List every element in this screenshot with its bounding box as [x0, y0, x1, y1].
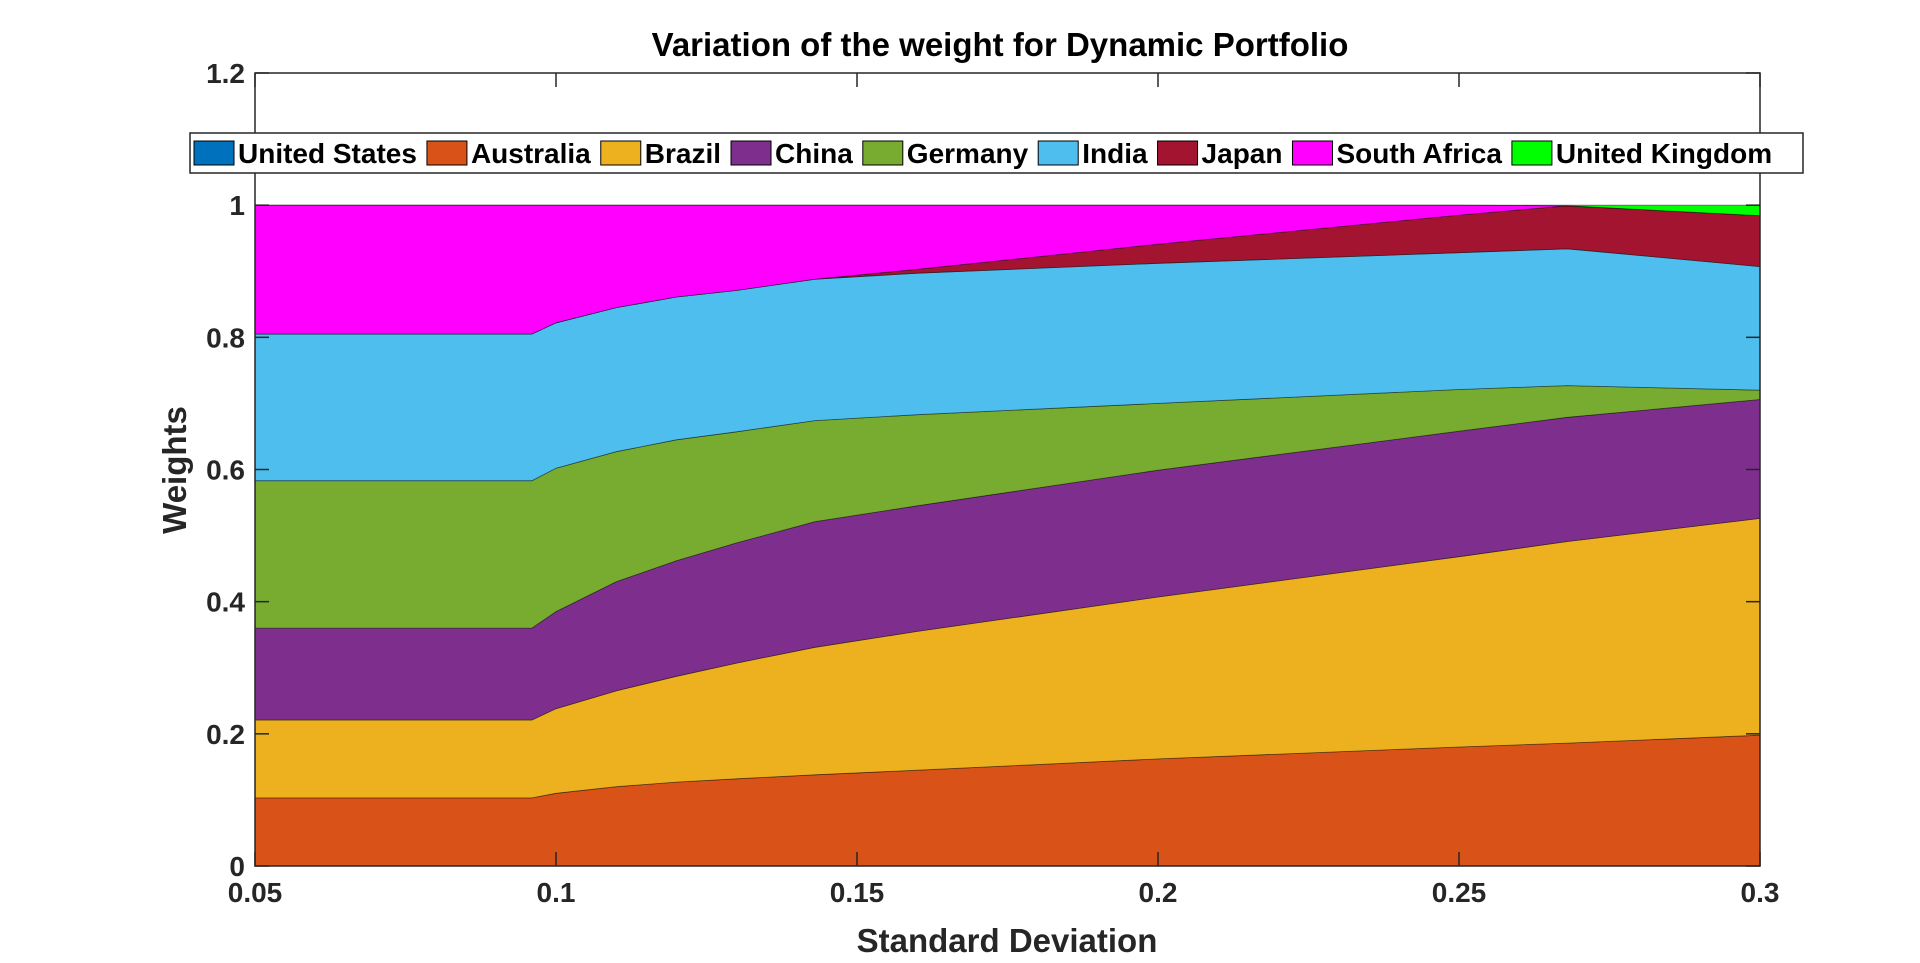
legend-item-germany[interactable]: Germany — [862, 138, 1029, 169]
legend-item-brazil[interactable]: Brazil — [600, 138, 721, 169]
x-tick-label: 0.1 — [537, 877, 576, 908]
y-tick-label: 1.2 — [206, 58, 245, 89]
y-tick-label: 0.2 — [206, 719, 245, 750]
y-axis-title: Weights — [156, 406, 193, 534]
legend-swatch — [1291, 140, 1333, 166]
legend[interactable]: United States Australia Brazil China Germany… — [189, 132, 1804, 174]
legend-item-united-states[interactable]: United States — [193, 138, 417, 169]
x-tick-label: 0.3 — [1741, 877, 1780, 908]
legend-item-india[interactable]: India — [1037, 138, 1148, 169]
y-tick-label: 1 — [229, 190, 245, 221]
y-tick-label: 0.8 — [206, 322, 245, 353]
legend-item-japan[interactable]: Japan — [1157, 138, 1283, 169]
legend-label: South Africa — [1336, 138, 1502, 169]
legend-label: United Kingdom — [1556, 138, 1772, 169]
legend-item-china[interactable]: China — [730, 138, 853, 169]
legend-swatch — [426, 140, 468, 166]
chart-title: Variation of the weight for Dynamic Port… — [652, 26, 1349, 63]
legend-label: United States — [238, 138, 417, 169]
x-axis-title: Standard Deviation — [857, 922, 1158, 959]
legend-item-united-kingdom[interactable]: United Kingdom — [1511, 138, 1772, 169]
legend-swatch — [1157, 140, 1199, 166]
legend-label: Brazil — [645, 138, 721, 169]
y-tick-label: 0.4 — [206, 587, 245, 618]
y-tick-label: 0.6 — [206, 455, 245, 486]
legend-label: China — [775, 138, 853, 169]
area-series-group — [254, 204, 1761, 867]
legend-swatch — [862, 140, 904, 166]
legend-label: Australia — [471, 138, 591, 169]
x-tick-label: 0.2 — [1139, 877, 1178, 908]
x-tick-label: 0.15 — [830, 877, 885, 908]
x-tick-label: 0.25 — [1432, 877, 1487, 908]
legend-label: Germany — [907, 138, 1029, 169]
legend-item-australia[interactable]: Australia — [426, 138, 591, 169]
legend-swatch — [193, 140, 235, 166]
axis-ticks-group: 0.05 0.1 0.15 0.2 0.25 0.3 0 0.2 0.4 0.6 0.8 1 1.2 — [206, 58, 1779, 908]
legend-item-south-africa[interactable]: South Africa — [1291, 138, 1502, 169]
legend-swatch — [730, 140, 772, 166]
legend-swatch — [1511, 140, 1553, 166]
legend-label: Japan — [1202, 138, 1283, 169]
legend-swatch — [1037, 140, 1079, 166]
legend-swatch — [600, 140, 642, 166]
legend-label: India — [1082, 138, 1148, 169]
y-tick-label: 0 — [229, 851, 245, 882]
x-tick-label: 0.05 — [228, 877, 283, 908]
